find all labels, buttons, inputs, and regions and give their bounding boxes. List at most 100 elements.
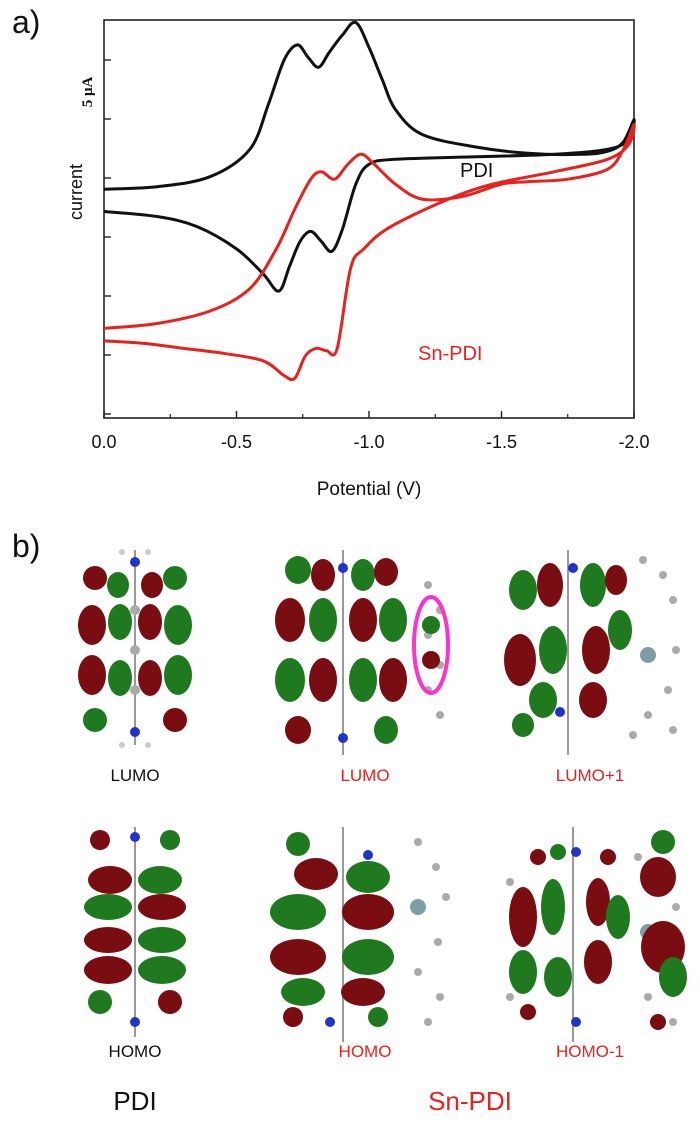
- x-tick-label: -1.0: [353, 432, 384, 452]
- orbital-lobe: [90, 830, 110, 850]
- orbital-lobe: [608, 610, 632, 650]
- orbital-lobe: [349, 598, 377, 642]
- orbital-lobe: [309, 658, 337, 702]
- orbital-lobe: [160, 830, 180, 850]
- orbital-lobe: [311, 559, 335, 591]
- panel-b-label: b): [12, 528, 41, 564]
- x-tick-marks: 0.0 -0.5 -1.0 -1.5 -2.0: [91, 411, 650, 452]
- x-tick-label: -1.5: [486, 432, 517, 452]
- label-pdi-lumo: LUMO: [110, 766, 160, 785]
- x-tick-label: -2.0: [618, 432, 649, 452]
- group-label-snpdi: Sn-PDI: [428, 1086, 512, 1116]
- orbital-lobe: [294, 858, 338, 890]
- orbital-snpdi-homo1: [506, 827, 687, 1042]
- orbital-lobe: [138, 927, 186, 953]
- orbital-lobe: [138, 660, 162, 696]
- orbital-lobe: [374, 716, 398, 744]
- scale-bar-label: 5 μA: [80, 77, 96, 108]
- orbital-lobe: [84, 956, 132, 984]
- orbital-lobe: [164, 655, 192, 695]
- orbital-lobe: [275, 598, 305, 642]
- orbital-lobe: [550, 844, 566, 860]
- orbital-lobe: [270, 939, 326, 975]
- plot-frame: [103, 19, 635, 419]
- orbital-lobe: [586, 878, 610, 926]
- orbital-lobe: [158, 990, 182, 1014]
- orbital-snpdi-lumo: [275, 550, 450, 755]
- orbital-lobe: [512, 713, 534, 737]
- orbital-lobe: [138, 894, 186, 920]
- orbital-lobe: [379, 598, 407, 642]
- orbital-lobe: [650, 1014, 666, 1030]
- orbital-lobe: [270, 894, 326, 930]
- orbital-lobe: [529, 682, 557, 718]
- orbital-lobe: [275, 658, 305, 702]
- orbital-lobe: [379, 658, 407, 702]
- orbital-lobe: [88, 866, 132, 894]
- orbital-snpdi-lumo1: [504, 550, 680, 755]
- orbital-lobe: [651, 830, 675, 854]
- x-tick-label: -0.5: [221, 432, 252, 452]
- orbital-lobe: [108, 660, 132, 696]
- orbital-lobe: [342, 894, 394, 930]
- orbital-lobe: [164, 605, 192, 645]
- orbital-lobe: [78, 655, 106, 695]
- y-tick-marks: [104, 59, 111, 415]
- series-line-pdi: [103, 20, 636, 293]
- orbital-lobe: [374, 558, 398, 586]
- legend-snpdi: Sn-PDI: [418, 343, 482, 365]
- orbital-lobe: [141, 572, 163, 598]
- legend-pdi: PDI: [460, 160, 493, 182]
- orbital-lobe: [640, 857, 676, 897]
- group-label-pdi: PDI: [113, 1086, 157, 1116]
- orbital-lobe: [509, 950, 537, 994]
- orbital-lobe: [285, 716, 311, 744]
- orbital-lobe: [281, 978, 325, 1006]
- series-line-snpdi: [103, 122, 636, 382]
- orbital-pdi-homo: [84, 827, 186, 1037]
- orbital-pdi-lumo: [78, 549, 192, 748]
- orbital-lobe: [309, 598, 337, 642]
- orbital-lobe: [78, 605, 106, 645]
- orbital-lobe: [286, 832, 310, 856]
- orbital-lobe: [341, 978, 385, 1006]
- orbital-lobe: [163, 566, 187, 590]
- orbital-lobe: [285, 556, 311, 584]
- highlight-ellipse: [412, 595, 450, 695]
- orbital-lobe: [138, 866, 182, 894]
- orbital-lobe: [283, 1007, 303, 1027]
- orbital-lobe: [520, 1004, 536, 1020]
- cv-chart: 0.0 -0.5 -1.0 -1.5 -2.0 current 5 μA Potenti…: [66, 19, 650, 500]
- label-snpdi-homo: HOMO: [338, 1042, 392, 1061]
- orbital-lobe: [349, 658, 377, 702]
- orbital-lobe: [579, 682, 607, 718]
- orbital-lobe: [138, 956, 186, 984]
- orbital-lobe: [108, 604, 132, 640]
- x-tick-label: 0.0: [91, 432, 116, 452]
- orbital-lobe: [539, 626, 567, 674]
- orbital-lobe: [163, 708, 187, 732]
- orbital-lobe: [600, 849, 616, 865]
- orbital-lobe: [541, 879, 565, 935]
- orbital-lobe: [138, 604, 162, 640]
- orbital-lobe: [582, 626, 610, 674]
- orbital-lobe: [509, 570, 537, 610]
- orbital-lobe: [83, 566, 107, 590]
- orbital-lobe: [504, 634, 536, 686]
- label-snpdi-homo1: HOMO-1: [556, 1042, 624, 1061]
- orbital-lobe: [368, 1007, 388, 1027]
- label-pdi-homo: HOMO: [108, 1042, 162, 1061]
- orbital-lobe: [346, 861, 390, 893]
- x-axis-label: Potential (V): [317, 479, 422, 500]
- orbital-lobe: [509, 887, 537, 947]
- orbital-lobe: [659, 957, 687, 997]
- orbital-lobe: [84, 927, 132, 953]
- label-snpdi-lumo1: LUMO+1: [555, 766, 625, 785]
- panel-a-label: a): [12, 4, 41, 40]
- orbital-lobe: [88, 990, 112, 1014]
- y-axis-label: current: [66, 164, 86, 220]
- orbital-lobe: [580, 563, 606, 607]
- orbital-lobe: [107, 572, 129, 598]
- orbital-lobe: [605, 565, 627, 595]
- orbital-lobe: [584, 940, 612, 984]
